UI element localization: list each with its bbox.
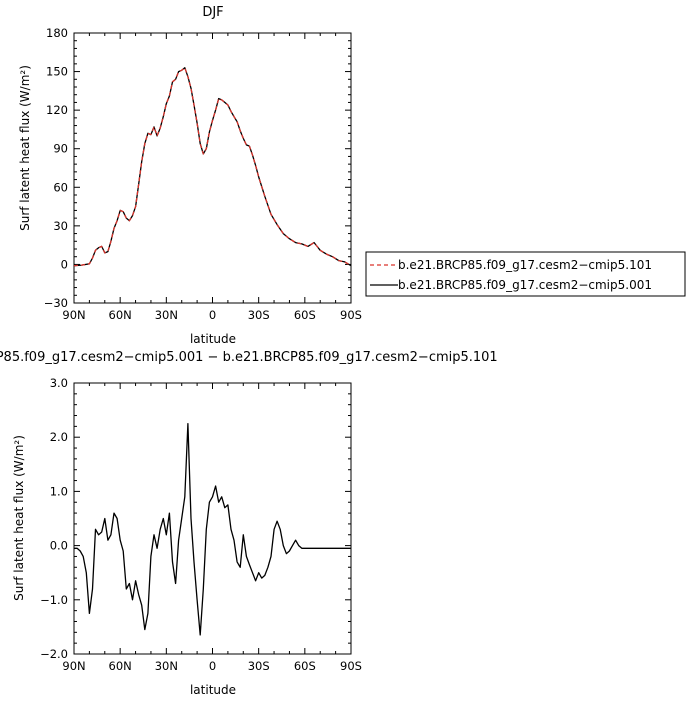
bottom-x-tick-label: 30N bbox=[155, 659, 178, 673]
bottom-x-tick-label: 0 bbox=[209, 659, 216, 673]
bottom-plot-frame bbox=[73, 382, 352, 655]
bottom-x-tick-label: 30S bbox=[248, 659, 270, 673]
top-y-tick-label: 0 bbox=[61, 257, 68, 271]
bottom-series-line-0 bbox=[74, 422, 351, 636]
legend-label-101: b.e21.BRCP85.f09_g17.cesm2−cmip5.101 bbox=[398, 258, 652, 272]
top-series-line-0 bbox=[73, 67, 352, 267]
top-x-tick-label: 0 bbox=[209, 308, 216, 322]
bottom-y-axis-label: Surf latent heat flux (W/m²) bbox=[12, 435, 26, 601]
top-x-tick-label: 60S bbox=[294, 308, 316, 322]
top-chart: DJF Surf latent heat flux (W/m²) latitud… bbox=[18, 5, 362, 346]
bottom-x-tick-label: 90S bbox=[340, 659, 362, 673]
bottom-chart-title: b.e21.BRCP85.f09_g17.cesm2−cmip5.001 − b… bbox=[0, 350, 498, 365]
top-x-axis-label: latitude bbox=[190, 332, 236, 346]
bottom-axes: 90N 60N 30N 0 30S 60S 90S −2.0 −1.0 0.0 1.0 2.0 3.0 bbox=[40, 376, 362, 673]
legend: b.e21.BRCP85.f09_g17.cesm2−cmip5.101 b.e… bbox=[365, 251, 686, 297]
top-y-tick-label: 120 bbox=[46, 103, 68, 117]
bottom-y-tick-label: 2.0 bbox=[50, 430, 68, 444]
top-x-tick-label: 90S bbox=[340, 308, 362, 322]
bottom-y-tick-label: −2.0 bbox=[40, 647, 68, 661]
top-y-tick-label: 60 bbox=[53, 180, 68, 194]
top-series-line-1 bbox=[73, 67, 352, 267]
top-x-tick-label: 30S bbox=[248, 308, 270, 322]
legend-label-001: b.e21.BRCP85.f09_g17.cesm2−cmip5.001 bbox=[398, 278, 652, 292]
top-plot-frame bbox=[73, 32, 352, 304]
top-chart-title: DJF bbox=[202, 5, 223, 20]
top-x-tick-label: 60N bbox=[109, 308, 132, 322]
bottom-y-tick-label: −1.0 bbox=[40, 593, 68, 607]
top-y-tick-label: 30 bbox=[53, 219, 68, 233]
top-axes: 90N 60N 30N 0 30S 60S 90S −30 0 30 60 90 120 150 180 bbox=[44, 26, 362, 322]
top-y-axis-label: Surf latent heat flux (W/m²) bbox=[18, 65, 32, 231]
top-y-tick-label: 180 bbox=[46, 26, 68, 40]
legend-box bbox=[365, 251, 686, 297]
top-x-tick-label: 30N bbox=[155, 308, 178, 322]
bottom-x-tick-label: 60S bbox=[294, 659, 316, 673]
bottom-chart: b.e21.BRCP85.f09_g17.cesm2−cmip5.001 − b… bbox=[0, 350, 498, 697]
bottom-x-tick-label: 90N bbox=[62, 659, 85, 673]
bottom-x-axis-label: latitude bbox=[190, 683, 236, 697]
top-y-tick-label: 90 bbox=[53, 142, 68, 156]
bottom-series-lines bbox=[74, 422, 351, 636]
bottom-y-tick-label: 1.0 bbox=[50, 484, 68, 498]
bottom-y-tick-label: 0.0 bbox=[50, 539, 68, 553]
top-y-tick-label: −30 bbox=[44, 296, 68, 310]
bottom-x-tick-label: 60N bbox=[109, 659, 132, 673]
bottom-y-tick-label: 3.0 bbox=[50, 376, 68, 390]
top-y-tick-label: 150 bbox=[46, 65, 68, 79]
top-series-lines bbox=[73, 67, 352, 267]
top-x-tick-label: 90N bbox=[62, 308, 85, 322]
